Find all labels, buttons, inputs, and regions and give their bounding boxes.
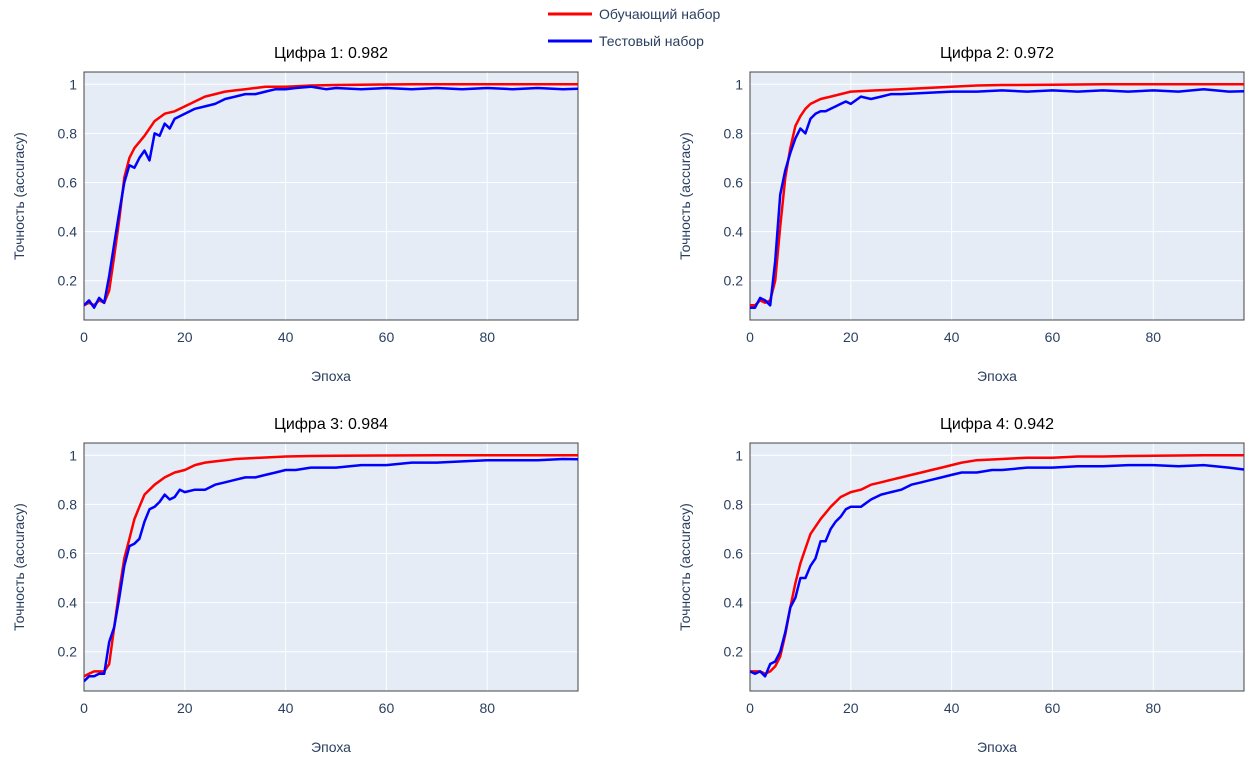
y-tick-label: 0.6 [724,174,744,190]
x-tick-label: 0 [80,329,88,345]
subplot-4: 0 20 40 60 80 0.2 0.4 0.6 0.8 1 Цифра 4: 0.942 Эпох… [677,416,1245,755]
x-axis-label: Эпоха [311,739,351,755]
y-tick-label: 0.4 [58,224,78,240]
y-tick-label: 1 [735,447,743,463]
y-tick-label: 0.8 [724,496,744,512]
plot-frame [83,71,579,321]
x-axis-label: Эпоха [977,368,1017,384]
x-tick-label: 0 [80,700,88,716]
y-tick-label: 0.6 [58,545,78,561]
x-tick-label: 60 [379,329,395,345]
x-tick-label: 80 [1145,329,1161,345]
x-tick-label: 0 [746,700,754,716]
y-tick-label: 0.2 [58,273,78,289]
subplot-1: 0 20 40 60 80 0.2 0.4 0.6 0.8 1 Цифра 1: 0.982 Эпох… [11,45,579,384]
x-tick-label: 40 [944,700,960,716]
y-tick-label: 0.8 [58,125,78,141]
plot-frame [83,442,579,692]
x-tick-label: 20 [843,700,859,716]
x-tick-label: 60 [1045,329,1061,345]
x-tick-label: 40 [278,329,294,345]
plot-background [750,443,1244,691]
x-tick-label: 0 [746,329,754,345]
x-tick-label: 20 [177,329,193,345]
legend-item[interactable]: Тестовый набор [548,33,704,49]
subplot-title: Цифра 2: 0.972 [940,45,1054,62]
legend-label: Обучающий набор [599,6,721,22]
x-tick-label: 80 [1145,700,1161,716]
legend: Обучающий набор Тестовый набор [548,6,721,49]
legend-item[interactable]: Обучающий набор [548,6,721,22]
y-tick-label: 0.6 [724,545,744,561]
y-tick-label: 0.4 [724,595,744,611]
plot-frame [749,442,1245,692]
x-tick-label: 80 [479,700,495,716]
test-line [750,87,1244,309]
y-tick-label: 1 [735,76,743,92]
x-tick-label: 40 [278,700,294,716]
legend-label: Тестовый набор [599,33,704,49]
y-tick-label: 1 [69,76,77,92]
test-line [84,457,578,683]
x-tick-label: 80 [479,329,495,345]
plot-background [84,443,578,691]
y-axis-label: Точность (accuracy) [677,132,693,260]
subplot-3: 0 20 40 60 80 0.2 0.4 0.6 0.8 1 Цифра 3: 0.984 Эпох… [11,416,579,755]
x-tick-label: 60 [1045,700,1061,716]
train-line [84,454,578,678]
plot-background [750,72,1244,320]
plot-background [84,72,578,320]
y-tick-label: 0.2 [724,644,744,660]
y-tick-label: 1 [69,447,77,463]
y-tick-label: 0.6 [58,174,78,190]
x-tick-label: 40 [944,329,960,345]
y-tick-label: 0.2 [724,273,744,289]
y-tick-label: 0.8 [724,125,744,141]
subplot-title: Цифра 1: 0.982 [274,45,388,62]
y-tick-label: 0.4 [724,224,744,240]
y-axis-label: Точность (accuracy) [11,503,27,631]
y-axis-label: Точность (accuracy) [677,503,693,631]
test-line [84,85,578,309]
y-tick-label: 0.2 [58,644,78,660]
y-tick-label: 0.4 [58,595,78,611]
x-tick-label: 20 [177,700,193,716]
y-axis-label: Точность (accuracy) [11,132,27,260]
subplot-2: 0 20 40 60 80 0.2 0.4 0.6 0.8 1 Цифра 2: 0.972 Эпох… [677,45,1245,384]
subplot-title: Цифра 4: 0.942 [940,416,1054,433]
subplot-title: Цифра 3: 0.984 [274,416,388,433]
x-tick-label: 20 [843,329,859,345]
x-axis-label: Эпоха [977,739,1017,755]
train-line [84,83,578,307]
x-axis-label: Эпоха [311,368,351,384]
x-tick-label: 60 [379,700,395,716]
plot-frame [749,71,1245,321]
test-line [750,463,1244,678]
y-tick-label: 0.8 [58,496,78,512]
